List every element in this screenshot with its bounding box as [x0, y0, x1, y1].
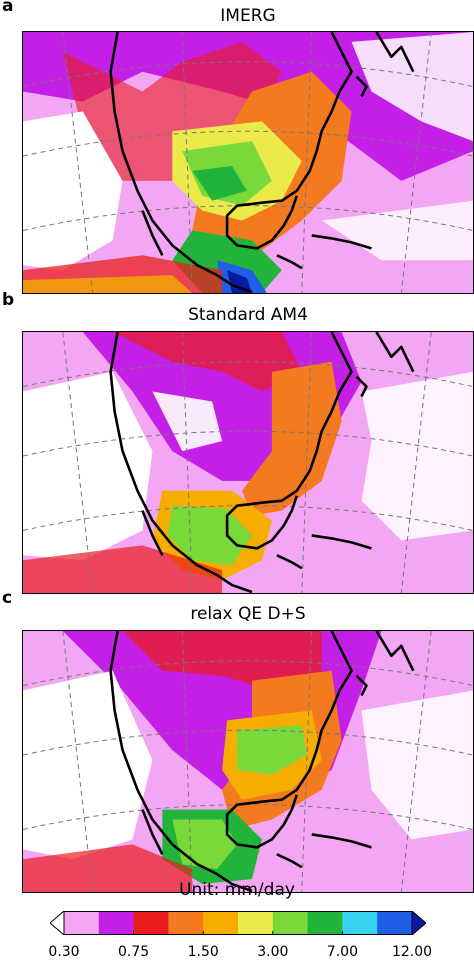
colorbar-frame: [63, 911, 413, 935]
panel-c-map: [22, 630, 474, 893]
colorbar-tick-label: 0.75: [118, 944, 150, 960]
colorbar-segment: [133, 911, 169, 935]
panel-a-letter: a: [2, 0, 14, 16]
colorbar-tick-label: 1.50: [187, 944, 219, 960]
colorbar-segment: [64, 911, 100, 935]
colorbar-tick-label: 0.30: [48, 944, 80, 960]
panel-a-precip-field: [23, 32, 473, 293]
colorbar-tick-label: 3.00: [257, 944, 289, 960]
panel-a-title: IMERG: [220, 6, 276, 26]
panel-b-title: Standard AM4: [188, 305, 308, 325]
colorbar-tick-label: 12.00: [391, 944, 433, 960]
colorbar-segment: [272, 911, 309, 935]
colorbar-extend-low: [49, 909, 65, 937]
panel-c-title: relax QE D+S: [190, 604, 306, 624]
colorbar-segment: [377, 911, 413, 935]
panel-b-letter: b: [2, 290, 15, 310]
colorbar-segment: [98, 911, 135, 935]
colorbar-extend-high: [411, 909, 427, 937]
panel-a-map: [22, 31, 474, 294]
colorbar-segment: [238, 911, 274, 935]
panel-b-precip-field: [23, 332, 473, 593]
colorbar-segment: [342, 911, 378, 935]
colorbar-segment: [307, 911, 343, 935]
colorbar-segment: [168, 911, 204, 935]
colorbar-svg: [49, 909, 427, 937]
panel-b-map: [22, 331, 474, 594]
panel-c-letter: c: [2, 588, 13, 608]
colorbar-title: Unit: mm/day: [179, 880, 295, 900]
colorbar-tick-label: 7.00: [326, 944, 358, 960]
colorbar: [49, 909, 427, 937]
colorbar-segment: [203, 911, 239, 935]
panel-c-precip-field: [23, 631, 473, 892]
